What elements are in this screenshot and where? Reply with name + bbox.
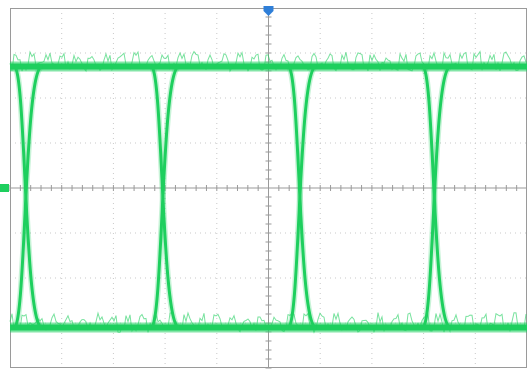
channel-ground-icon [0, 184, 9, 192]
rising-edge-jitter [11, 63, 46, 331]
screen-markers [0, 6, 274, 192]
rising-edge [286, 65, 318, 329]
rising-edge-jitter [285, 63, 320, 331]
falling-edge-jitter [419, 63, 454, 331]
rising-edge [12, 65, 44, 329]
high-level-rail-noise [9, 50, 527, 73]
trigger-position-icon [263, 6, 274, 16]
eye-diagram-trace [9, 50, 527, 334]
falling-edge-jitter [148, 63, 183, 331]
rising-edge [421, 65, 452, 329]
falling-edge-jitter [285, 63, 320, 331]
rising-edge [149, 65, 181, 329]
rising-edge-jitter [148, 63, 183, 331]
low-level-rail-noise [9, 311, 527, 334]
falling-edge-jitter [11, 63, 46, 331]
rising-edge-jitter [419, 63, 454, 331]
high-level-rail [10, 63, 527, 70]
